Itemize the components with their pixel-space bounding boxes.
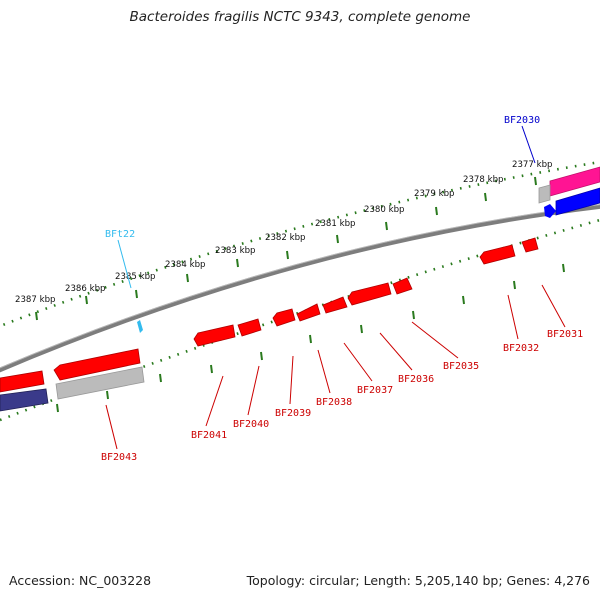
gene-bf2043-red-feature[interactable] [53,348,141,381]
outer-major-ticks [35,176,537,321]
map-title: Bacteroides fragilis NCTC 9343, complete… [129,9,471,25]
accession-text: Accession: NC_003228 [9,573,152,588]
genome-summary-text: Topology: circular; Length: 5,205,140 bp… [246,573,590,588]
kbp-label: 2384 kbp [165,260,206,270]
kbp-label: 2382 kbp [265,233,306,243]
gene-label-bf2030[interactable]: BF2030 [504,115,540,126]
kbp-label: 2377 kbp [512,160,553,170]
kbp-label: 2386 kbp [65,284,106,294]
kbp-label: 2383 kbp [215,246,256,256]
inner-major-ticks [56,263,565,413]
kbp-label: 2385 kbp [115,272,156,282]
genome-backbone [0,204,600,373]
gene-bf2038-feature[interactable] [296,303,321,322]
genome-backbone-highlight [0,204,600,369]
gene-label-bf2043[interactable]: BF2043 [101,452,137,463]
gene-bf2039-feature[interactable] [272,308,296,327]
gene-grey-feature[interactable] [538,184,551,204]
gene-bf2031-feature[interactable] [521,237,539,253]
gene-label-bft22[interactable]: BFt22 [105,229,135,240]
gene-blue-small-arrow[interactable] [544,204,556,218]
gene-labels: BF2030 BFt22 BF2031 BF2032 BF2035 BF2036… [101,115,583,463]
gene-bf2036-feature[interactable] [347,282,392,306]
gene-label-bf2031[interactable]: BF2031 [547,329,583,340]
gene-bf2043-grey-feature[interactable] [55,366,145,400]
kbp-label: 2378 kbp [463,175,504,185]
kbp-label: 2381 kbp [315,219,356,229]
bft22-marker[interactable] [137,320,143,333]
gene-label-bf2040[interactable]: BF2040 [233,419,269,430]
gene-bf2035-feature[interactable] [392,277,413,295]
gene-label-bf2032[interactable]: BF2032 [503,343,539,354]
kbp-label: 2380 kbp [364,205,405,215]
gene-label-bf2035[interactable]: BF2035 [443,361,479,372]
label-leader-lines [105,125,566,450]
gene-bf2041-feature[interactable] [193,324,236,347]
gene-bf2032-feature[interactable] [479,244,516,265]
gene-navy-left-edge[interactable] [0,388,49,412]
kbp-label: 2387 kbp [15,295,56,305]
gene-label-bf2037[interactable]: BF2037 [357,385,393,396]
gene-label-bf2038[interactable]: BF2038 [316,397,352,408]
gene-label-bf2041[interactable]: BF2041 [191,430,227,441]
gene-red-left-edge[interactable] [0,370,45,393]
kbp-labels: 2377 kbp 2378 kbp 2379 kbp 2380 kbp 2381… [15,160,553,305]
gene-bf2037-feature[interactable] [322,296,348,314]
gene-bf2040-feature[interactable] [237,318,262,337]
kbp-label: 2379 kbp [414,189,455,199]
gene-label-bf2036[interactable]: BF2036 [398,374,434,385]
gene-label-bf2039[interactable]: BF2039 [275,408,311,419]
gene-blue-feature[interactable] [555,187,600,216]
